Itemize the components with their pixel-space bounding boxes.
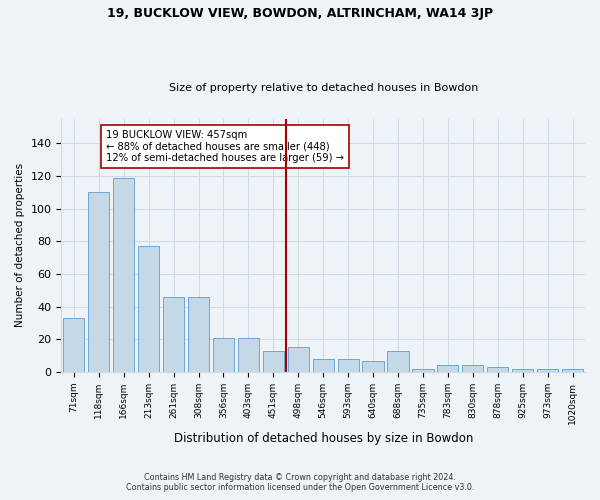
Bar xyxy=(537,368,558,372)
Bar xyxy=(287,348,309,372)
Bar xyxy=(63,318,85,372)
Bar xyxy=(163,297,184,372)
Title: Size of property relative to detached houses in Bowdon: Size of property relative to detached ho… xyxy=(169,83,478,93)
Text: Contains public sector information licensed under the Open Government Licence v3: Contains public sector information licen… xyxy=(126,484,474,492)
Bar xyxy=(412,368,434,372)
Bar xyxy=(238,338,259,372)
Bar xyxy=(263,350,284,372)
Bar xyxy=(338,359,359,372)
Bar xyxy=(188,297,209,372)
Bar xyxy=(313,359,334,372)
Bar xyxy=(437,366,458,372)
Bar xyxy=(462,366,484,372)
Y-axis label: Number of detached properties: Number of detached properties xyxy=(15,164,25,328)
Text: 19 BUCKLOW VIEW: 457sqm
← 88% of detached houses are smaller (448)
12% of semi-d: 19 BUCKLOW VIEW: 457sqm ← 88% of detache… xyxy=(106,130,344,164)
Bar xyxy=(512,368,533,372)
Bar xyxy=(388,350,409,372)
Text: 19, BUCKLOW VIEW, BOWDON, ALTRINCHAM, WA14 3JP: 19, BUCKLOW VIEW, BOWDON, ALTRINCHAM, WA… xyxy=(107,8,493,20)
Bar xyxy=(113,178,134,372)
Bar xyxy=(562,368,583,372)
Bar xyxy=(88,192,109,372)
Bar xyxy=(362,360,383,372)
Text: Contains HM Land Registry data © Crown copyright and database right 2024.: Contains HM Land Registry data © Crown c… xyxy=(144,474,456,482)
Bar xyxy=(213,338,234,372)
Bar xyxy=(487,367,508,372)
X-axis label: Distribution of detached houses by size in Bowdon: Distribution of detached houses by size … xyxy=(173,432,473,445)
Bar xyxy=(138,246,159,372)
